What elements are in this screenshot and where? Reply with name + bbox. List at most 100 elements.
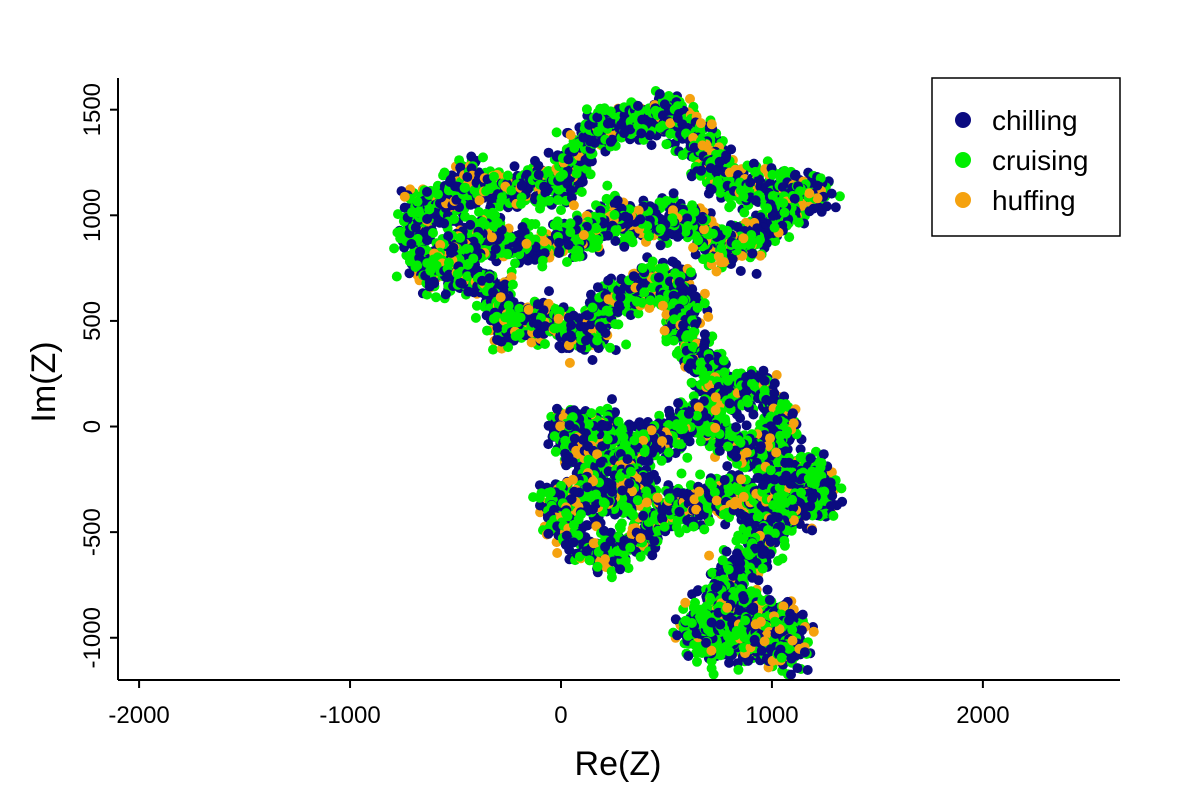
scatter-point-chilling bbox=[466, 163, 477, 174]
scatter-point-chilling bbox=[635, 214, 646, 225]
scatter-point-chilling bbox=[600, 328, 611, 338]
scatter-point-chilling bbox=[769, 378, 780, 389]
scatter-point-cruising bbox=[643, 231, 654, 242]
scatter-point-cruising bbox=[412, 196, 423, 207]
scatter-point-cruising bbox=[739, 207, 750, 218]
scatter-point-cruising bbox=[609, 209, 620, 220]
scatter-point-chilling bbox=[484, 273, 495, 284]
scatter-point-cruising bbox=[488, 344, 498, 355]
scatter-point-chilling bbox=[804, 206, 815, 217]
scatter-point-cruising bbox=[431, 292, 441, 303]
scatter-point-huffing bbox=[697, 140, 708, 151]
scatter-point-huffing bbox=[564, 357, 575, 368]
scatter-point-chilling bbox=[812, 180, 823, 191]
scatter-point-cruising bbox=[685, 267, 696, 278]
scatter-point-chilling bbox=[727, 254, 738, 265]
scatter-point-cruising bbox=[645, 295, 656, 306]
scatter-point-huffing bbox=[565, 130, 576, 140]
scatter-point-cruising bbox=[537, 226, 547, 237]
scatter-point-cruising bbox=[778, 198, 789, 209]
scatter-point-cruising bbox=[462, 259, 473, 270]
scatter-point-cruising bbox=[834, 191, 845, 202]
scatter-point-chilling bbox=[682, 213, 693, 224]
scatter-point-cruising bbox=[755, 234, 765, 245]
scatter-point-chilling bbox=[602, 118, 613, 129]
scatter-point-cruising bbox=[686, 377, 697, 388]
scatter-point-chilling bbox=[673, 398, 684, 409]
scatter-point-chilling bbox=[533, 169, 544, 180]
scatter-point-chilling bbox=[751, 268, 762, 279]
scatter-point-cruising bbox=[628, 112, 639, 123]
scatter-point-cruising bbox=[639, 287, 650, 298]
scatter-point-chilling bbox=[826, 188, 837, 199]
scatter-point-huffing bbox=[703, 311, 714, 322]
scatter-point-cruising bbox=[690, 231, 701, 241]
scatter-point-chilling bbox=[636, 128, 647, 139]
scatter-point-huffing bbox=[474, 195, 485, 206]
scatter-point-chilling bbox=[745, 177, 756, 188]
scatter-point-cruising bbox=[661, 195, 672, 206]
scatter-point-huffing bbox=[710, 405, 721, 416]
scatter-point-chilling bbox=[726, 144, 737, 155]
scatter-point-chilling bbox=[462, 172, 473, 182]
scatter-point-chilling bbox=[581, 335, 591, 346]
scatter-point-cruising bbox=[610, 225, 621, 236]
scatter-point-cruising bbox=[506, 185, 517, 196]
scatter-point-cruising bbox=[576, 187, 587, 197]
scatter-point-cruising bbox=[775, 404, 786, 414]
scatter-point-huffing bbox=[665, 118, 676, 129]
scatter-point-chilling bbox=[613, 300, 624, 311]
scatter-point-chilling bbox=[672, 231, 683, 242]
scatter-point-chilling bbox=[619, 128, 630, 139]
scatter-point-chilling bbox=[543, 147, 554, 158]
scatter-point-cruising bbox=[668, 335, 679, 346]
scatter-point-chilling bbox=[490, 244, 501, 254]
scatter-point-cruising bbox=[581, 104, 592, 115]
scatter-point-cruising bbox=[497, 192, 507, 203]
scatter-point-huffing bbox=[688, 132, 699, 143]
scatter-point-chilling bbox=[735, 266, 746, 276]
scatter-point-chilling bbox=[789, 170, 800, 181]
scatter-point-chilling bbox=[689, 142, 700, 153]
scatter-point-cruising bbox=[795, 186, 805, 197]
scatter-point-chilling bbox=[422, 235, 433, 246]
scatter-point-cruising bbox=[723, 441, 733, 452]
scatter-point-cruising bbox=[678, 423, 689, 434]
scatter-point-cruising bbox=[688, 327, 699, 337]
scatter-point-cruising bbox=[439, 167, 450, 178]
scatter-point-chilling bbox=[654, 89, 665, 99]
scatter-point-huffing bbox=[685, 93, 695, 104]
scatter-point-cruising bbox=[601, 193, 612, 204]
scatter-point-chilling bbox=[486, 193, 497, 204]
scatter-point-cruising bbox=[461, 243, 472, 254]
scatter-point-cruising bbox=[565, 227, 576, 238]
scatter-point-cruising bbox=[613, 416, 624, 427]
scatter-point-cruising bbox=[629, 435, 640, 446]
scatter-point-chilling bbox=[422, 186, 432, 197]
scatter-point-huffing bbox=[539, 236, 550, 247]
scatter-point-cruising bbox=[455, 232, 466, 243]
scatter-point-chilling bbox=[554, 246, 565, 257]
scatter-point-huffing bbox=[693, 402, 704, 413]
scatter-point-cruising bbox=[515, 312, 526, 323]
scatter-point-cruising bbox=[605, 342, 615, 353]
scatter-point-cruising bbox=[602, 180, 613, 191]
scatter-point-chilling bbox=[724, 398, 735, 409]
scatter-point-chilling bbox=[690, 291, 701, 302]
scatter-point-cruising bbox=[699, 374, 710, 384]
scatter-point-chilling bbox=[755, 444, 766, 454]
scatter-point-cruising bbox=[716, 243, 727, 253]
scatter-point-huffing bbox=[495, 292, 506, 303]
scatter-point-chilling bbox=[587, 135, 598, 146]
scatter-point-chilling bbox=[754, 174, 764, 185]
scatter-point-huffing bbox=[755, 250, 766, 261]
scatter-point-chilling bbox=[564, 420, 575, 431]
scatter-point-cruising bbox=[470, 312, 481, 323]
scatter-point-cruising bbox=[769, 222, 780, 233]
scatter-point-cruising bbox=[655, 122, 665, 133]
scatter-point-huffing bbox=[812, 193, 823, 204]
scatter-point-cruising bbox=[489, 171, 499, 182]
scatter-point-huffing bbox=[657, 436, 668, 447]
scatter-point-cruising bbox=[779, 207, 790, 218]
scatter-point-chilling bbox=[544, 286, 554, 297]
